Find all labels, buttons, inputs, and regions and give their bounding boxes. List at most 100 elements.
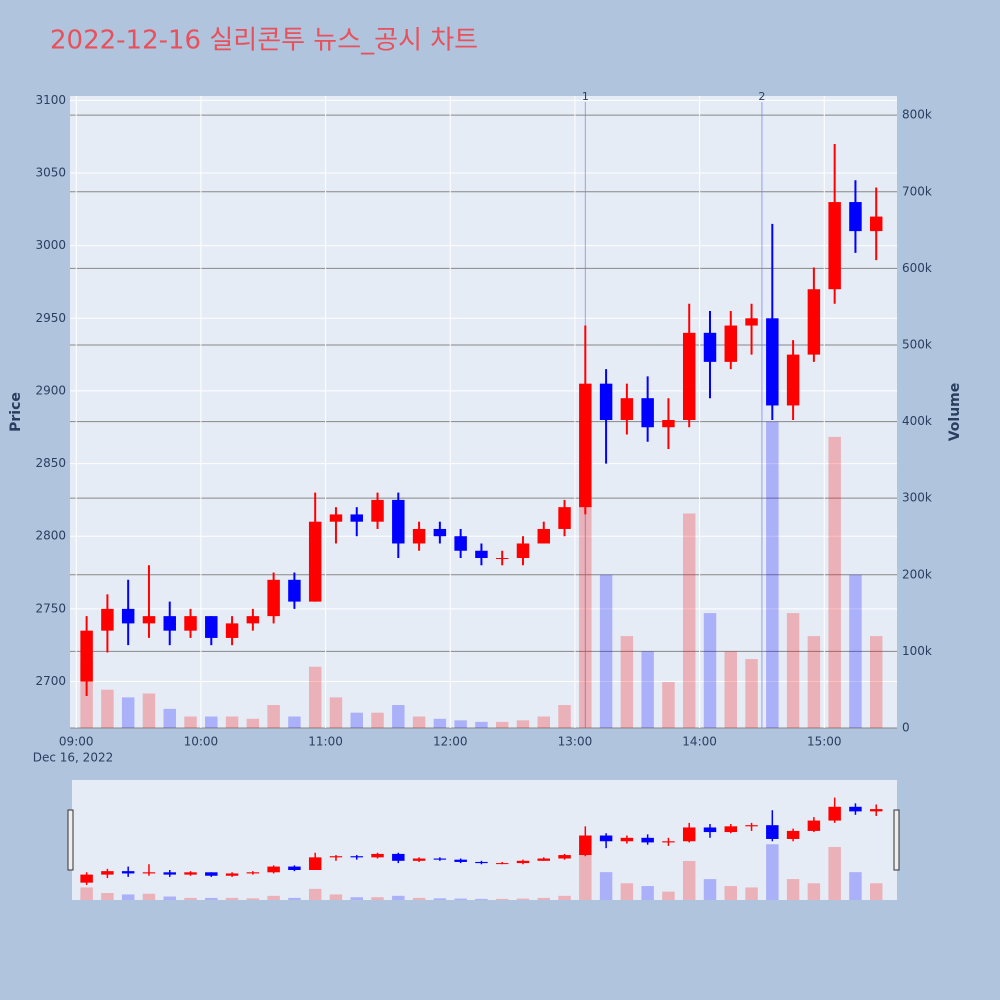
volume-bar bbox=[495, 721, 509, 728]
range-handle[interactable] bbox=[893, 809, 900, 871]
volume-bar bbox=[869, 636, 883, 728]
candle-body bbox=[537, 528, 550, 544]
slider-candle-body bbox=[412, 858, 426, 861]
volume-bar bbox=[641, 651, 654, 728]
slider-volume-bar bbox=[142, 893, 156, 900]
slider-volume-bar bbox=[807, 883, 821, 900]
candle-body bbox=[828, 202, 841, 290]
slider-volume-bar bbox=[288, 897, 301, 900]
x-tick-label: 09:00 bbox=[59, 735, 94, 749]
volume-bar bbox=[371, 712, 384, 728]
volume-bar bbox=[599, 574, 613, 728]
candle-body bbox=[184, 616, 197, 631]
y2-tick-label: 400k bbox=[902, 414, 932, 428]
volume-bar bbox=[766, 421, 779, 728]
volume-bar bbox=[225, 716, 239, 728]
volume-bar bbox=[745, 659, 758, 728]
slider-volume-bar bbox=[101, 893, 114, 900]
y2-tick-label: 500k bbox=[902, 337, 932, 351]
slider-candle-body bbox=[350, 856, 363, 858]
slider-candle-body bbox=[267, 866, 280, 873]
slider-volume-bar bbox=[516, 898, 530, 900]
volume-bar bbox=[537, 716, 550, 728]
slider-candle-body bbox=[308, 857, 322, 870]
volume-bar bbox=[828, 436, 841, 728]
slider-volume-bar bbox=[599, 872, 613, 900]
candle-body bbox=[579, 383, 592, 508]
volume-bar bbox=[807, 636, 821, 728]
slider-candle-body bbox=[142, 872, 156, 874]
y-tick-label: 3000 bbox=[35, 238, 66, 252]
slider-candle-body bbox=[537, 858, 550, 861]
candle-body bbox=[558, 507, 571, 529]
slider-volume-bar bbox=[371, 897, 384, 900]
slider-candle-body bbox=[620, 837, 634, 842]
slider-volume-bar bbox=[433, 898, 447, 900]
slider-candle-body bbox=[205, 872, 218, 876]
slider-candle-body bbox=[828, 806, 841, 821]
candle-body bbox=[225, 623, 239, 638]
slider-candle-body bbox=[558, 855, 571, 859]
range-handle[interactable] bbox=[67, 809, 74, 871]
candle-body bbox=[703, 332, 717, 362]
slider-volume-bar bbox=[579, 851, 592, 900]
volume-bar bbox=[620, 636, 634, 728]
slider-candle-body bbox=[724, 826, 738, 833]
candle-body bbox=[807, 289, 821, 355]
candle-body bbox=[766, 318, 779, 406]
volume-bar bbox=[184, 716, 197, 728]
slider-candle-body bbox=[80, 874, 93, 883]
candle-body bbox=[246, 616, 260, 624]
candle-body bbox=[205, 616, 218, 638]
range-slider[interactable] bbox=[72, 780, 897, 900]
volume-bar bbox=[392, 705, 405, 728]
volume-bar bbox=[454, 720, 467, 728]
candle-body bbox=[516, 543, 530, 559]
slider-candle-body bbox=[246, 872, 260, 874]
slider-candle-body bbox=[225, 873, 239, 876]
volume-bar bbox=[101, 689, 114, 728]
slider-volume-bar bbox=[662, 891, 675, 900]
candle-body bbox=[620, 398, 634, 420]
slider-volume-bar bbox=[329, 894, 343, 900]
y2-tick-label: 100k bbox=[902, 644, 932, 658]
slider-candle-body bbox=[662, 841, 675, 843]
volume-bar bbox=[724, 651, 738, 728]
slider-candle-body bbox=[682, 827, 696, 842]
chart-title: 2022-12-16 실리콘투 뉴스_공시 차트 bbox=[50, 26, 478, 56]
slider-candle-body bbox=[101, 871, 114, 875]
y-tick-label: 2750 bbox=[35, 601, 66, 615]
candle-body bbox=[142, 616, 156, 624]
y2-tick-label: 700k bbox=[902, 184, 932, 198]
y-tick-label: 2800 bbox=[35, 529, 66, 543]
slider-volume-bar bbox=[786, 879, 800, 900]
slider-volume-bar bbox=[121, 894, 135, 900]
slider-volume-bar bbox=[828, 847, 841, 900]
slider-candle-body bbox=[849, 806, 862, 812]
slider-volume-bar bbox=[724, 886, 738, 900]
candle-body bbox=[745, 318, 758, 326]
slider-candle-body bbox=[329, 856, 343, 858]
slider-candle-body bbox=[766, 825, 779, 839]
x-tick-label: 12:00 bbox=[433, 735, 468, 749]
y-tick-label: 2950 bbox=[35, 311, 66, 325]
slider-volume-bar bbox=[766, 844, 779, 900]
slider-candle-body bbox=[786, 830, 800, 839]
volume-bar bbox=[662, 682, 675, 728]
slider-candle-body bbox=[579, 835, 592, 856]
slider-candle-body bbox=[516, 860, 530, 864]
volume-bar bbox=[682, 513, 696, 728]
x-tick-label: 15:00 bbox=[807, 735, 842, 749]
annotation-label: 2 bbox=[758, 90, 765, 103]
candle-body bbox=[350, 514, 363, 522]
slider-volume-bar bbox=[205, 897, 218, 900]
slider-volume-bar bbox=[682, 860, 696, 900]
slider-volume-bar bbox=[267, 895, 280, 900]
slider-candle-body bbox=[371, 853, 384, 858]
y2-tick-label: 200k bbox=[902, 567, 932, 581]
volume-bar bbox=[703, 613, 717, 728]
candle-body bbox=[724, 325, 738, 362]
slider-volume-bar bbox=[475, 898, 488, 900]
slider-volume-bar bbox=[454, 898, 467, 900]
